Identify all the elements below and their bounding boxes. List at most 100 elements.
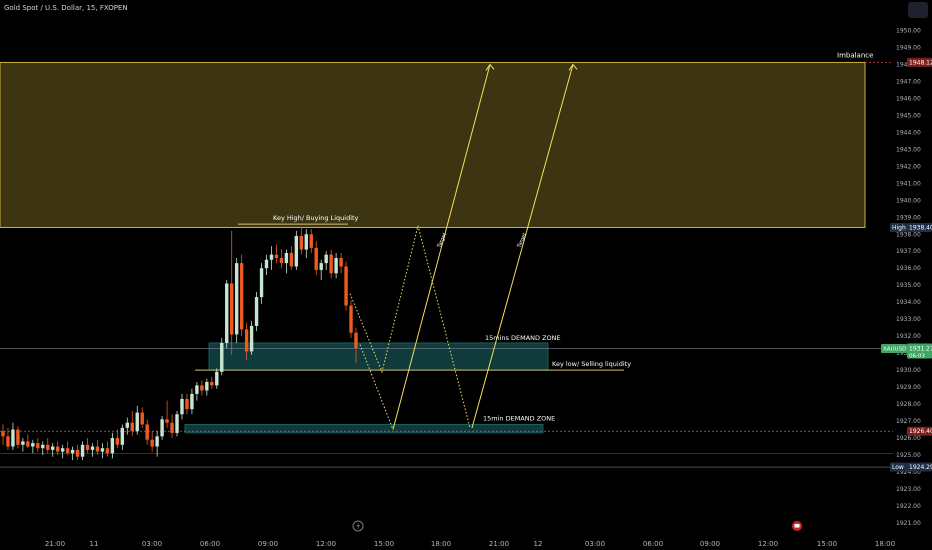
candle-body	[289, 252, 294, 267]
price-tick-label: 1933.00	[896, 316, 921, 323]
price-tick-label: 1922.00	[896, 503, 921, 510]
time-tick-label: 12:00	[316, 540, 336, 548]
demand-zone-1-label: 15mins DEMAND ZONE	[485, 334, 561, 342]
time-tick-label: 03:00	[142, 540, 162, 548]
candle-body	[90, 446, 95, 450]
candle-body	[150, 439, 154, 447]
candle-body	[239, 263, 244, 330]
candle-body	[41, 444, 45, 449]
price-tick-label: 1924.00	[896, 469, 921, 476]
high-price-badge-bg	[907, 222, 932, 232]
candle-body	[105, 448, 110, 454]
time-tick-label: 12:00	[758, 540, 778, 548]
candle-body	[200, 385, 204, 391]
candle-body	[269, 254, 274, 260]
candle-body	[145, 424, 149, 440]
candle-body	[319, 263, 323, 270]
price-tick-label: 1932.00	[896, 333, 921, 340]
price-tick-label: 1946.00	[896, 95, 921, 102]
candle-body	[324, 254, 328, 264]
countdown-badge: 06:03	[909, 354, 925, 360]
target-arrow-2	[471, 64, 574, 428]
candle-body	[215, 371, 219, 386]
last-price-badge: 1931.27	[909, 346, 932, 353]
candle-body	[329, 254, 333, 274]
candle-body	[349, 305, 353, 333]
low-price-badge: 1924.29	[909, 464, 932, 471]
candle-body	[160, 419, 164, 437]
target-arrowhead-2	[568, 63, 578, 71]
candle-body	[165, 419, 169, 423]
candle-body	[1, 431, 5, 437]
candle-body	[344, 266, 348, 306]
candle-body	[115, 438, 120, 445]
price-tick-label: 1940.00	[896, 197, 921, 204]
time-tick-label: 21:00	[45, 540, 65, 548]
candle-body	[259, 268, 264, 298]
imbalance-label: Imbalance	[837, 51, 873, 59]
candle-body	[85, 444, 90, 450]
candle-body	[190, 393, 194, 410]
candle-body	[51, 446, 55, 450]
symbol-badge-bg	[881, 344, 907, 354]
candle-body	[354, 332, 358, 349]
demand-zone-15mins[interactable]	[208, 342, 549, 371]
high-tag-badge-bg	[890, 222, 907, 232]
price-tick-label: 1934.00	[896, 299, 921, 306]
low-tag-badge-bg	[890, 462, 907, 472]
candle-body	[249, 325, 254, 352]
target-arrow-1	[392, 64, 491, 430]
price-tick-label: 1941.00	[896, 180, 921, 187]
imbalance-price-badge: 1948.12	[909, 59, 932, 66]
price-tick-label: 1944.00	[896, 129, 921, 136]
candle-body	[110, 438, 115, 454]
candle-body	[11, 429, 15, 447]
candle-body	[140, 412, 144, 425]
candle-series	[1, 227, 358, 461]
candle-body	[230, 283, 234, 335]
candle-body	[279, 258, 284, 264]
imbalance-price-badge-bg	[907, 57, 932, 67]
price-tick-label: 1923.00	[896, 486, 921, 493]
imbalance-zone[interactable]	[0, 61, 866, 228]
price-tick-label: 1928.00	[896, 401, 921, 408]
level-price-badge-bg	[907, 426, 932, 436]
candle-body	[80, 444, 85, 457]
candle-body	[225, 283, 229, 343]
demand-zone-15min[interactable]	[184, 424, 544, 434]
time-tick-label: 15:00	[374, 540, 394, 548]
candle-body	[31, 443, 35, 447]
price-tick-label: 1921.00	[896, 520, 921, 527]
key-high-label: Key High/ Buying Liquidity	[273, 214, 359, 222]
time-tick-label: 18:00	[875, 540, 895, 548]
candle-body	[334, 258, 338, 274]
candle-body	[220, 342, 224, 372]
candle-body	[304, 234, 308, 250]
time-tick-label: 21:00	[489, 540, 509, 548]
time-tick-label: 09:00	[700, 540, 720, 548]
candle-body	[55, 446, 60, 452]
last-price-badge-bg	[907, 343, 932, 359]
candle-body	[284, 252, 289, 264]
price-tick-label: 1925.00	[896, 452, 921, 459]
low-tag-badge: Low	[892, 464, 904, 471]
event-flag-icon[interactable]	[792, 521, 802, 531]
high-price-badge: 1938.40	[909, 224, 932, 231]
candle-body	[125, 422, 129, 428]
price-tick-label: 1949.00	[896, 44, 921, 51]
candle-body	[100, 448, 105, 452]
candle-body	[155, 436, 159, 447]
price-tick-label: 1942.00	[896, 163, 921, 170]
time-axis[interactable]: 21:00 11 03:00 06:00 09:00 12:00 15:00 18:00 21:…	[45, 540, 895, 548]
candle-body	[254, 297, 259, 326]
time-tick-label: 15:00	[817, 540, 837, 548]
candle-body	[21, 441, 25, 445]
lightning-icon[interactable]	[352, 520, 364, 532]
price-tick-label: 1929.00	[896, 384, 921, 391]
price-tick-label: 1926.00	[896, 435, 921, 442]
candle-body	[75, 449, 80, 457]
chart-menu-button[interactable]	[908, 2, 928, 18]
price-tick-label: 1939.00	[896, 214, 921, 221]
